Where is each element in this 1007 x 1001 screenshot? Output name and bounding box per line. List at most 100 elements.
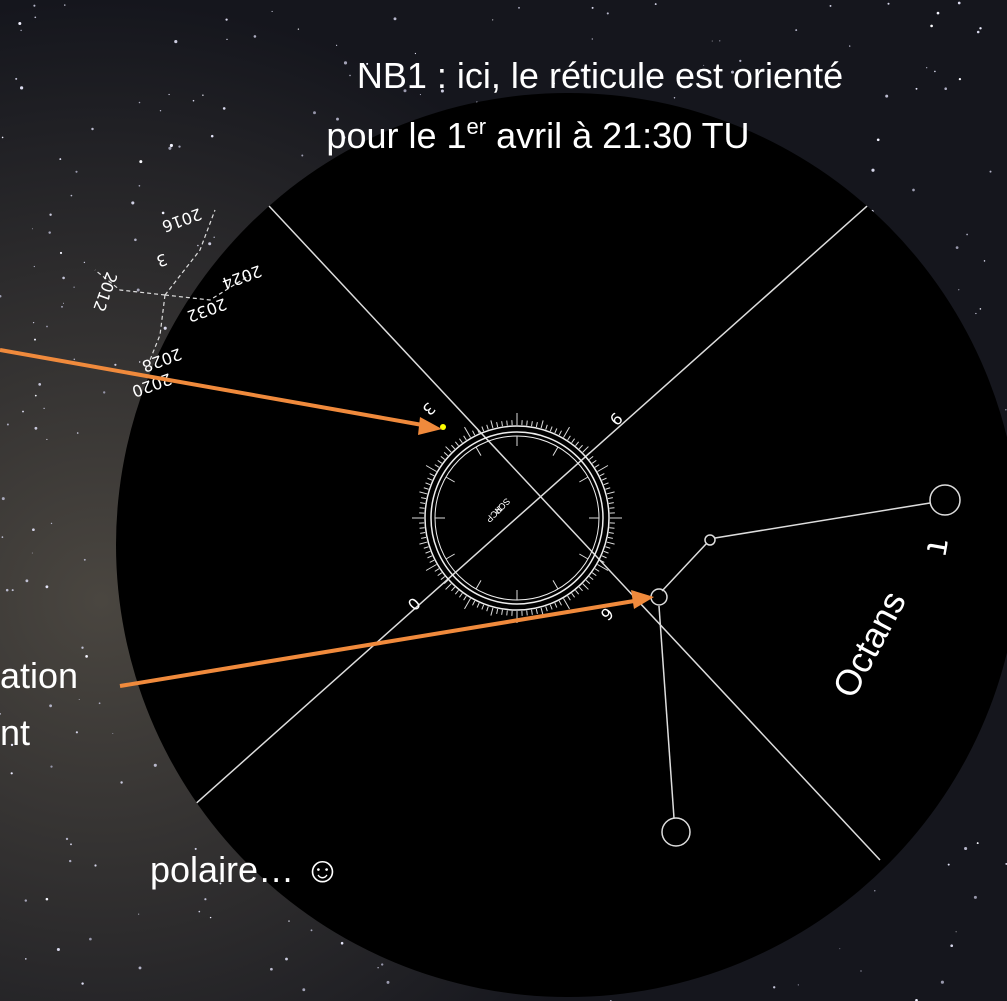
sky-star (849, 45, 850, 46)
sky-star (178, 145, 180, 147)
sky-star (38, 383, 41, 386)
sky-star (979, 27, 981, 29)
note-line: NB1 : ici, le réticule est orienté (357, 55, 843, 96)
sky-star (174, 40, 177, 43)
sky-star (871, 169, 874, 172)
sky-star (387, 981, 390, 984)
sky-star (51, 523, 52, 524)
sky-star (49, 704, 52, 707)
sky-star (99, 702, 101, 704)
sky-star (131, 201, 134, 204)
sky-star (926, 67, 927, 68)
sky-star (50, 766, 52, 768)
sky-star (887, 3, 889, 5)
sky-star (948, 864, 950, 866)
sky-star (311, 929, 313, 931)
sky-star (607, 12, 609, 14)
sky-star (285, 958, 288, 961)
sky-star (20, 30, 21, 31)
sky-star (137, 289, 140, 292)
sky-star (12, 589, 14, 591)
sky-star (2, 497, 5, 500)
sky-star (74, 359, 76, 361)
sky-star (798, 984, 799, 985)
sky-star (114, 364, 116, 366)
sky-star (930, 25, 933, 28)
sky-star (937, 12, 940, 15)
sky-star (202, 95, 203, 96)
sky-star (944, 87, 947, 90)
sky-star (15, 78, 17, 80)
sky-star (984, 260, 986, 262)
sky-star (57, 948, 60, 951)
sky-star (377, 967, 378, 968)
sky-star (518, 7, 520, 9)
sky-star (950, 944, 953, 947)
sky-star (958, 289, 959, 290)
sky-star (18, 22, 21, 25)
sky-star (43, 408, 44, 409)
sky-star (349, 75, 350, 76)
reticle-tick (609, 528, 614, 529)
sky-star (61, 306, 63, 308)
sky-star (32, 553, 33, 554)
sky-star (139, 185, 141, 187)
side-text: nt (0, 712, 30, 753)
reticle-tick (609, 508, 614, 509)
sky-star (719, 40, 720, 41)
sky-star (860, 970, 861, 971)
sky-star (959, 78, 961, 80)
sky-star (103, 391, 105, 393)
sky-star (89, 938, 92, 941)
sky-star (223, 107, 226, 110)
sky-star (795, 29, 797, 31)
scene: NB1 : ici, le réticule est orienté pour … (0, 0, 1007, 1001)
sky-star (336, 45, 337, 46)
sky-star (1005, 409, 1006, 410)
sky-star (975, 313, 976, 314)
sky-star (34, 16, 36, 18)
sky-star (33, 5, 35, 7)
sky-star (25, 899, 27, 901)
sky-star (2, 137, 4, 139)
sky-star (211, 135, 214, 138)
sky-star (874, 890, 875, 891)
sky-star (71, 195, 73, 197)
sky-star (974, 896, 977, 899)
reticle-tick (420, 508, 425, 509)
sky-star (168, 94, 169, 95)
sky-star (33, 322, 34, 323)
sky-star (32, 228, 33, 229)
sky-star (46, 439, 47, 440)
sky-star (162, 212, 165, 215)
sky-star (154, 764, 157, 767)
sky-star (394, 17, 397, 20)
sky-star (208, 242, 211, 245)
sky-star (25, 958, 27, 960)
sky-star (49, 214, 51, 216)
sky-star (112, 733, 113, 734)
sky-star (225, 18, 227, 20)
sky-star (76, 731, 78, 733)
sky-star (341, 942, 344, 945)
sky-star (11, 772, 13, 774)
sky-star (63, 303, 64, 304)
sky-star (941, 981, 944, 984)
sky-star (381, 963, 383, 965)
sky-star (193, 100, 195, 102)
sky-star (254, 35, 257, 38)
sky-star (34, 266, 35, 267)
sky-star (977, 842, 979, 844)
sky-star (674, 97, 675, 98)
sky-star (75, 171, 77, 173)
sky-star (91, 128, 93, 130)
sky-star (226, 39, 227, 40)
reticle-tick (527, 610, 528, 615)
sky-star (2, 536, 4, 538)
sky-star (934, 71, 936, 73)
note-text: pour le 1 (326, 115, 466, 156)
sky-star (344, 61, 347, 64)
sky-star (139, 160, 142, 163)
sky-star (592, 7, 594, 9)
reticle-tick (420, 528, 425, 529)
